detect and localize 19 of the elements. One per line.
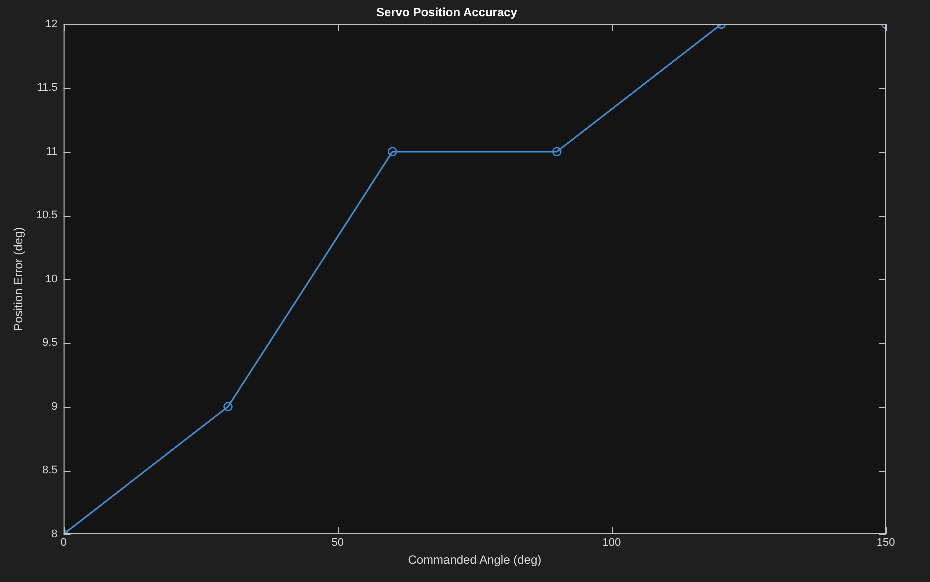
point bbox=[388, 147, 398, 157]
y-tick-label: 8 bbox=[52, 528, 58, 540]
y-axis-title: Position Error (deg) bbox=[12, 227, 26, 332]
y-tick-label: 11 bbox=[46, 146, 58, 158]
point bbox=[224, 402, 233, 412]
y-tick-label: 10.5 bbox=[36, 210, 58, 222]
x-tick-label: 50 bbox=[332, 537, 344, 550]
x-tick-label: 100 bbox=[602, 537, 622, 550]
y-tick-label: 9.5 bbox=[42, 337, 58, 350]
x-tick-label: 0 bbox=[60, 537, 67, 550]
x-tick-label: 150 bbox=[876, 537, 896, 550]
x-axis-title: Commanded Angle (deg) bbox=[408, 553, 542, 568]
y-tick-label: 11.5 bbox=[37, 82, 58, 94]
chart-title: Servo Position Accuracy bbox=[376, 6, 518, 20]
y-tick-label: 9 bbox=[52, 400, 58, 413]
y-tick-label: 8.5 bbox=[42, 464, 58, 477]
y-tick-label: 10 bbox=[46, 273, 58, 286]
y-tick-label: 12 bbox=[46, 18, 58, 30]
point bbox=[552, 147, 562, 157]
